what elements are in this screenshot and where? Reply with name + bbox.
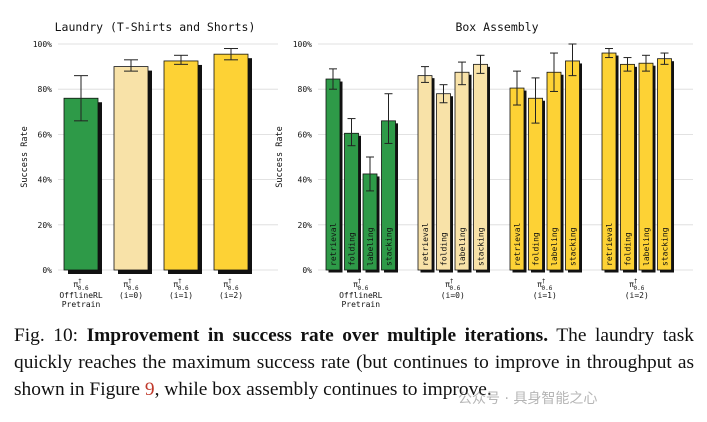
group-label-bottom: Pretrain [341,300,380,309]
y-tick-label: 100% [33,40,52,49]
y-tick-label: 40% [38,176,53,185]
y-tick-label: 0% [302,266,312,275]
caption-text-1: The laundry task quickly reaches the max… [14,325,694,400]
figure: Laundry (T-Shirts and Shorts) 0% 20% 40% 60%… [20,20,693,309]
group-label-top: π† 0.6 [123,278,139,292]
category-label: labeling [642,227,651,266]
bar [163,60,199,271]
group-label-bottom: OfflineRL [339,291,383,300]
group-label-top: π† 0.6 [445,278,461,292]
group-label-bottom: (i=2) [219,291,243,300]
group-label-bottom: (i=1) [533,291,557,300]
category-label: labeling [458,227,467,266]
category-label: retrieval [605,222,614,266]
y-tick-label: 60% [298,130,313,139]
y-tick-label: 60% [38,130,53,139]
y-axis-label: Success Rate [275,126,285,187]
group-label-top: π† 0.6 [223,278,239,292]
figure-caption: Fig. 10: Improvement in success rate ove… [14,322,694,403]
category-label: folding [532,232,541,266]
caption-text-2: , while box assembly continues to improv… [154,379,492,400]
group-label-top: π† 0.6 [173,278,189,292]
chart-title: Box Assembly [455,20,538,34]
category-label: folding [348,232,357,266]
y-axis-label: Success Rate [20,126,30,187]
y-tick-label: 40% [298,176,313,185]
category-label: retrieval [329,222,338,266]
caption-prefix: Fig. 10: [14,325,87,346]
group-label-bottom: (i=0) [119,291,143,300]
category-label: retrieval [421,222,430,266]
group-label-top: π† 0.6 [73,278,89,292]
group-label-top: π† 0.6 [353,278,369,292]
caption-bold: Improvement in success rate over multipl… [86,325,549,346]
bar [113,66,149,271]
figure-reference-link[interactable]: 9 [144,379,155,400]
y-tick-label: 0% [42,266,52,275]
category-label: labeling [366,227,375,266]
category-label: folding [440,232,449,266]
group-label-top: π† 0.6 [537,278,553,292]
y-tick-label: 80% [298,85,313,94]
category-label: labeling [550,227,559,266]
category-label: stacking [477,227,486,266]
category-label: folding [624,232,633,266]
y-tick-label: 100% [293,40,312,49]
category-label: stacking [661,227,670,266]
group-label-bottom: Pretrain [62,300,101,309]
group-label-bottom: (i=0) [441,291,465,300]
category-label: retrieval [513,222,522,266]
watermark: 公众号 · 具身智能之心 [458,391,598,407]
bar [63,97,99,271]
group-label-bottom: (i=1) [169,291,193,300]
category-label: stacking [385,227,394,266]
y-tick-label: 80% [38,85,53,94]
group-label-bottom: OfflineRL [59,291,103,300]
bar [213,53,249,271]
y-tick-label: 20% [298,221,313,230]
chart-title: Laundry (T-Shirts and Shorts) [55,20,256,34]
group-label-top: π† 0.6 [629,278,645,292]
y-tick-label: 20% [38,221,53,230]
category-label: stacking [569,227,578,266]
group-label-bottom: (i=2) [625,291,649,300]
